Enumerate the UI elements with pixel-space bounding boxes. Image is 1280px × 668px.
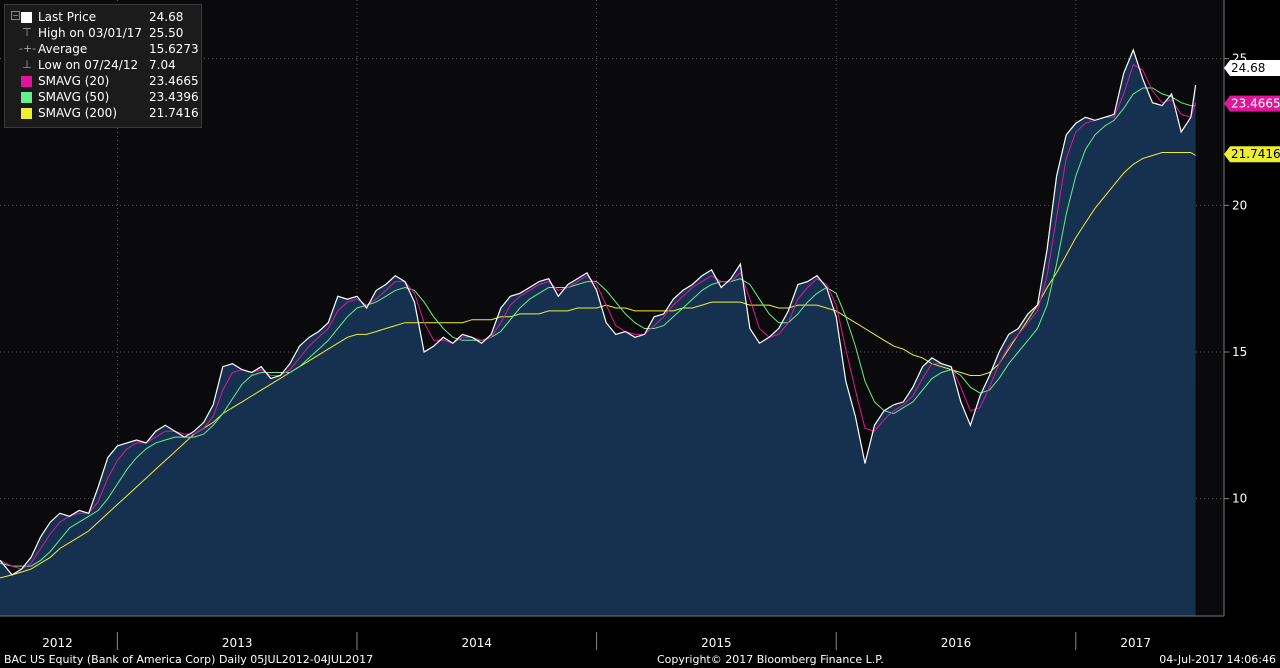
footer-timestamp: 04-Jul-2017 14:06:46 bbox=[1159, 653, 1276, 666]
smavg-200-swatch-icon bbox=[21, 108, 32, 119]
legend-label: High on 03/01/17 bbox=[38, 26, 143, 40]
series-line-smavg-50- bbox=[0, 87, 1196, 567]
last-value-tag bbox=[1224, 95, 1280, 112]
smavg-50-swatch-icon bbox=[21, 92, 32, 103]
average-marker-icon: -+- bbox=[19, 42, 37, 55]
smavg-20-swatch-icon bbox=[21, 76, 32, 87]
y-tick-label: 20 bbox=[1232, 198, 1247, 212]
last-value-tag bbox=[1224, 146, 1280, 163]
high-marker-icon: ⊤ bbox=[22, 26, 32, 39]
x-axis: 2012 2013 2014 2015 2016 2017 bbox=[42, 632, 1151, 650]
series-line-last-price bbox=[0, 48, 1197, 576]
legend-value: 15.6273 bbox=[149, 42, 199, 56]
price-area-fill bbox=[0, 49, 1196, 616]
last-value-tag-label: 24.68 bbox=[1231, 61, 1265, 75]
legend-value: 25.50 bbox=[149, 26, 184, 40]
last-value-tag-label: 23.4665 bbox=[1231, 97, 1280, 111]
x-tick-label: 2012 bbox=[42, 636, 73, 650]
x-tick-label: 2017 bbox=[1120, 636, 1151, 650]
legend-collapse-icon[interactable]: − bbox=[11, 11, 20, 20]
legend-value: 23.4396 bbox=[149, 90, 199, 104]
legend-label: SMAVG (200) bbox=[38, 106, 118, 120]
footer-copyright: Copyright© 2017 Bloomberg Finance L.P. bbox=[657, 653, 884, 666]
x-tick-label: 2016 bbox=[941, 636, 972, 650]
legend-label: SMAVG (50) bbox=[38, 90, 110, 104]
legend-label: Average bbox=[38, 42, 88, 56]
last-value-tags: 24.68 23.4665 21.7416 bbox=[1224, 60, 1280, 163]
legend-value: 21.7416 bbox=[149, 106, 199, 120]
last-value-tag bbox=[1224, 60, 1280, 77]
last-value-tag-label: 21.7416 bbox=[1231, 147, 1280, 161]
legend-value: 24.68 bbox=[149, 10, 184, 24]
y-tick-label: 15 bbox=[1232, 345, 1247, 359]
series-lines bbox=[0, 48, 1197, 579]
last-price-swatch-icon bbox=[21, 12, 32, 23]
series-line-smavg-20- bbox=[0, 63, 1197, 570]
legend-value: 7.04 bbox=[149, 58, 176, 72]
legend-label: SMAVG (20) bbox=[38, 74, 110, 88]
x-tick-label: 2015 bbox=[701, 636, 732, 650]
legend-label: Last Price bbox=[38, 10, 97, 24]
footer-security-info: BAC US Equity (Bank of America Corp) Dai… bbox=[4, 653, 374, 666]
y-tick-label: 10 bbox=[1232, 492, 1247, 506]
legend-value: 23.4665 bbox=[149, 74, 199, 88]
x-tick-label: 2014 bbox=[462, 636, 493, 650]
low-marker-icon: ⊥ bbox=[22, 58, 32, 71]
x-tick-label: 2013 bbox=[222, 636, 253, 650]
legend: − Last Price 24.68 ⊤ High on 03/01/17 25… bbox=[4, 4, 202, 128]
legend-label: Low on 07/24/12 bbox=[38, 58, 139, 72]
